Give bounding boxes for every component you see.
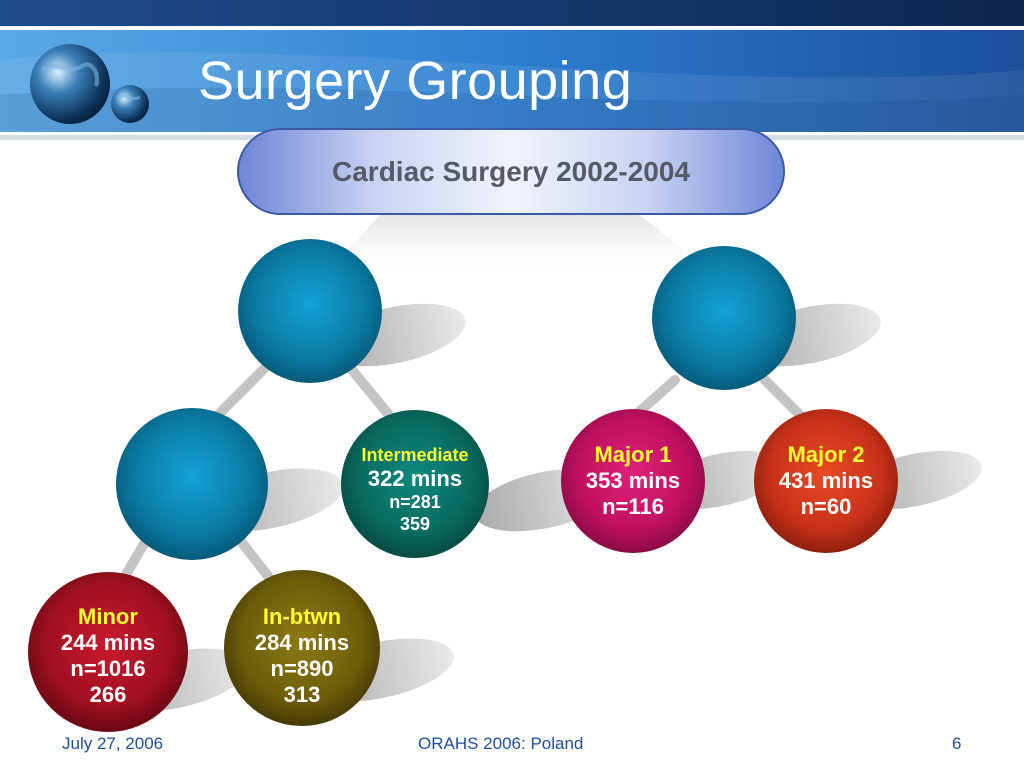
minor-extra: 266 <box>89 681 127 707</box>
connector-fan <box>320 215 720 280</box>
major2-text: Major 2 431 mins n=60 <box>756 436 896 526</box>
node-intermediate <box>341 410 489 558</box>
intermediate-extra: 359 <box>399 513 431 534</box>
major1-text: Major 1 353 mins n=116 <box>563 436 703 526</box>
node-cardiac-group-a <box>238 239 382 383</box>
node-major-1 <box>561 409 705 553</box>
root-category-label: Cardiac Surgery 2002-2004 <box>332 155 690 187</box>
node-lower-group <box>116 408 268 560</box>
inbetween-duration: 284 mins <box>254 630 350 656</box>
slide-title: Surgery Grouping <box>198 51 633 111</box>
minor-count: n=1016 <box>70 656 146 681</box>
minor-text: Minor 244 mins n=1016 266 <box>28 594 188 718</box>
major2-duration: 431 mins <box>778 468 874 494</box>
node-minor <box>28 572 188 732</box>
intermediate-label: Intermediate <box>361 445 469 466</box>
minor-label: Minor <box>78 604 138 630</box>
major1-count: n=116 <box>602 493 664 519</box>
major1-duration: 353 mins <box>585 468 681 494</box>
node-major-2 <box>754 409 898 553</box>
inbetween-text: In-btwn 284 mins n=890 313 <box>222 594 382 718</box>
inbetween-count: n=890 <box>270 656 334 681</box>
inbetween-label: In-btwn <box>262 604 342 630</box>
major2-label: Major 2 <box>787 442 865 468</box>
node-in-between <box>224 570 380 726</box>
globe-logo-icon <box>0 0 170 140</box>
intermediate-text: Intermediate 322 mins n=281 359 <box>335 440 495 540</box>
footer-date: July 27, 2006 <box>62 734 164 753</box>
root-category-pill: Cardiac Surgery 2002-2004 <box>237 128 785 215</box>
major2-count: n=60 <box>800 493 852 519</box>
inbetween-extra: 313 <box>283 681 321 707</box>
header-banner: Surgery Grouping <box>0 0 1024 140</box>
major1-label: Major 1 <box>594 442 672 468</box>
intermediate-count: n=281 <box>389 492 441 513</box>
intermediate-duration: 322 mins <box>367 466 463 492</box>
footer-event: ORAHS 2006: Poland <box>418 734 584 753</box>
footer-page-number: 6 <box>952 734 962 753</box>
node-cardiac-group-b <box>652 246 796 390</box>
minor-duration: 244 mins <box>60 630 156 656</box>
